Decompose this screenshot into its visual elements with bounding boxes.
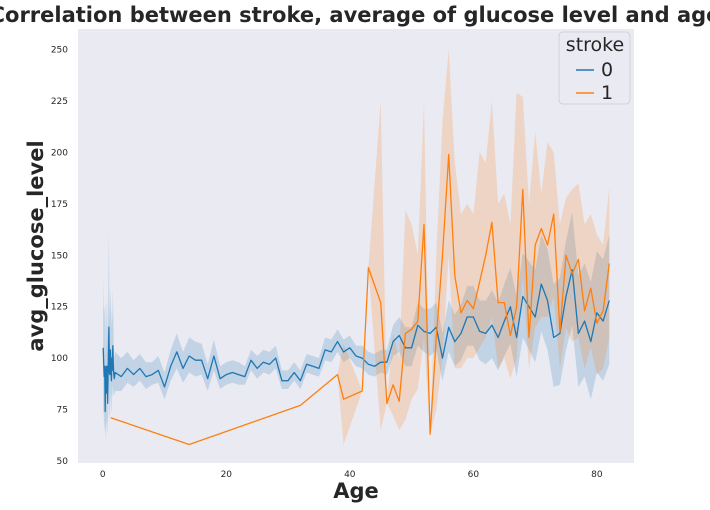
x-tick-label: 0 bbox=[100, 470, 106, 480]
x-tick-label: 40 bbox=[344, 470, 356, 480]
y-axis-ticks: 50 75 100 125 150 175 200 225 250 bbox=[51, 46, 68, 467]
y-tick-label: 150 bbox=[51, 251, 68, 261]
legend: stroke 0 1 bbox=[558, 31, 631, 105]
x-tick-label: 20 bbox=[221, 470, 233, 480]
confidence-bands bbox=[103, 49, 610, 445]
ci-band-stroke-0 bbox=[103, 212, 610, 441]
x-tick-label: 60 bbox=[468, 470, 480, 480]
chart-title: Correlation between stroke, average of g… bbox=[0, 3, 710, 27]
legend-label-1: 1 bbox=[601, 82, 613, 104]
y-tick-label: 175 bbox=[51, 200, 68, 210]
y-tick-label: 200 bbox=[51, 148, 68, 158]
legend-label-0: 0 bbox=[601, 59, 613, 81]
series-line-stroke-0 bbox=[102, 269, 610, 413]
y-tick-label: 250 bbox=[51, 46, 68, 56]
y-tick-label: 100 bbox=[51, 354, 68, 364]
x-axis-ticks: 0 20 40 60 80 bbox=[100, 470, 603, 480]
x-axis-label: Age bbox=[333, 479, 379, 503]
plot-area bbox=[78, 29, 634, 463]
y-tick-label: 50 bbox=[57, 457, 69, 467]
y-axis-label: avg_glucose_level bbox=[24, 140, 48, 351]
y-tick-label: 75 bbox=[57, 406, 68, 416]
series-line-stroke-1 bbox=[110, 153, 610, 446]
series-lines bbox=[102, 153, 610, 446]
y-tick-label: 125 bbox=[51, 303, 68, 313]
legend-box bbox=[558, 31, 631, 105]
ci-band-stroke-1 bbox=[110, 49, 610, 445]
y-tick-label: 225 bbox=[51, 97, 68, 107]
legend-title: stroke bbox=[566, 34, 624, 56]
x-tick-label: 80 bbox=[591, 470, 603, 480]
